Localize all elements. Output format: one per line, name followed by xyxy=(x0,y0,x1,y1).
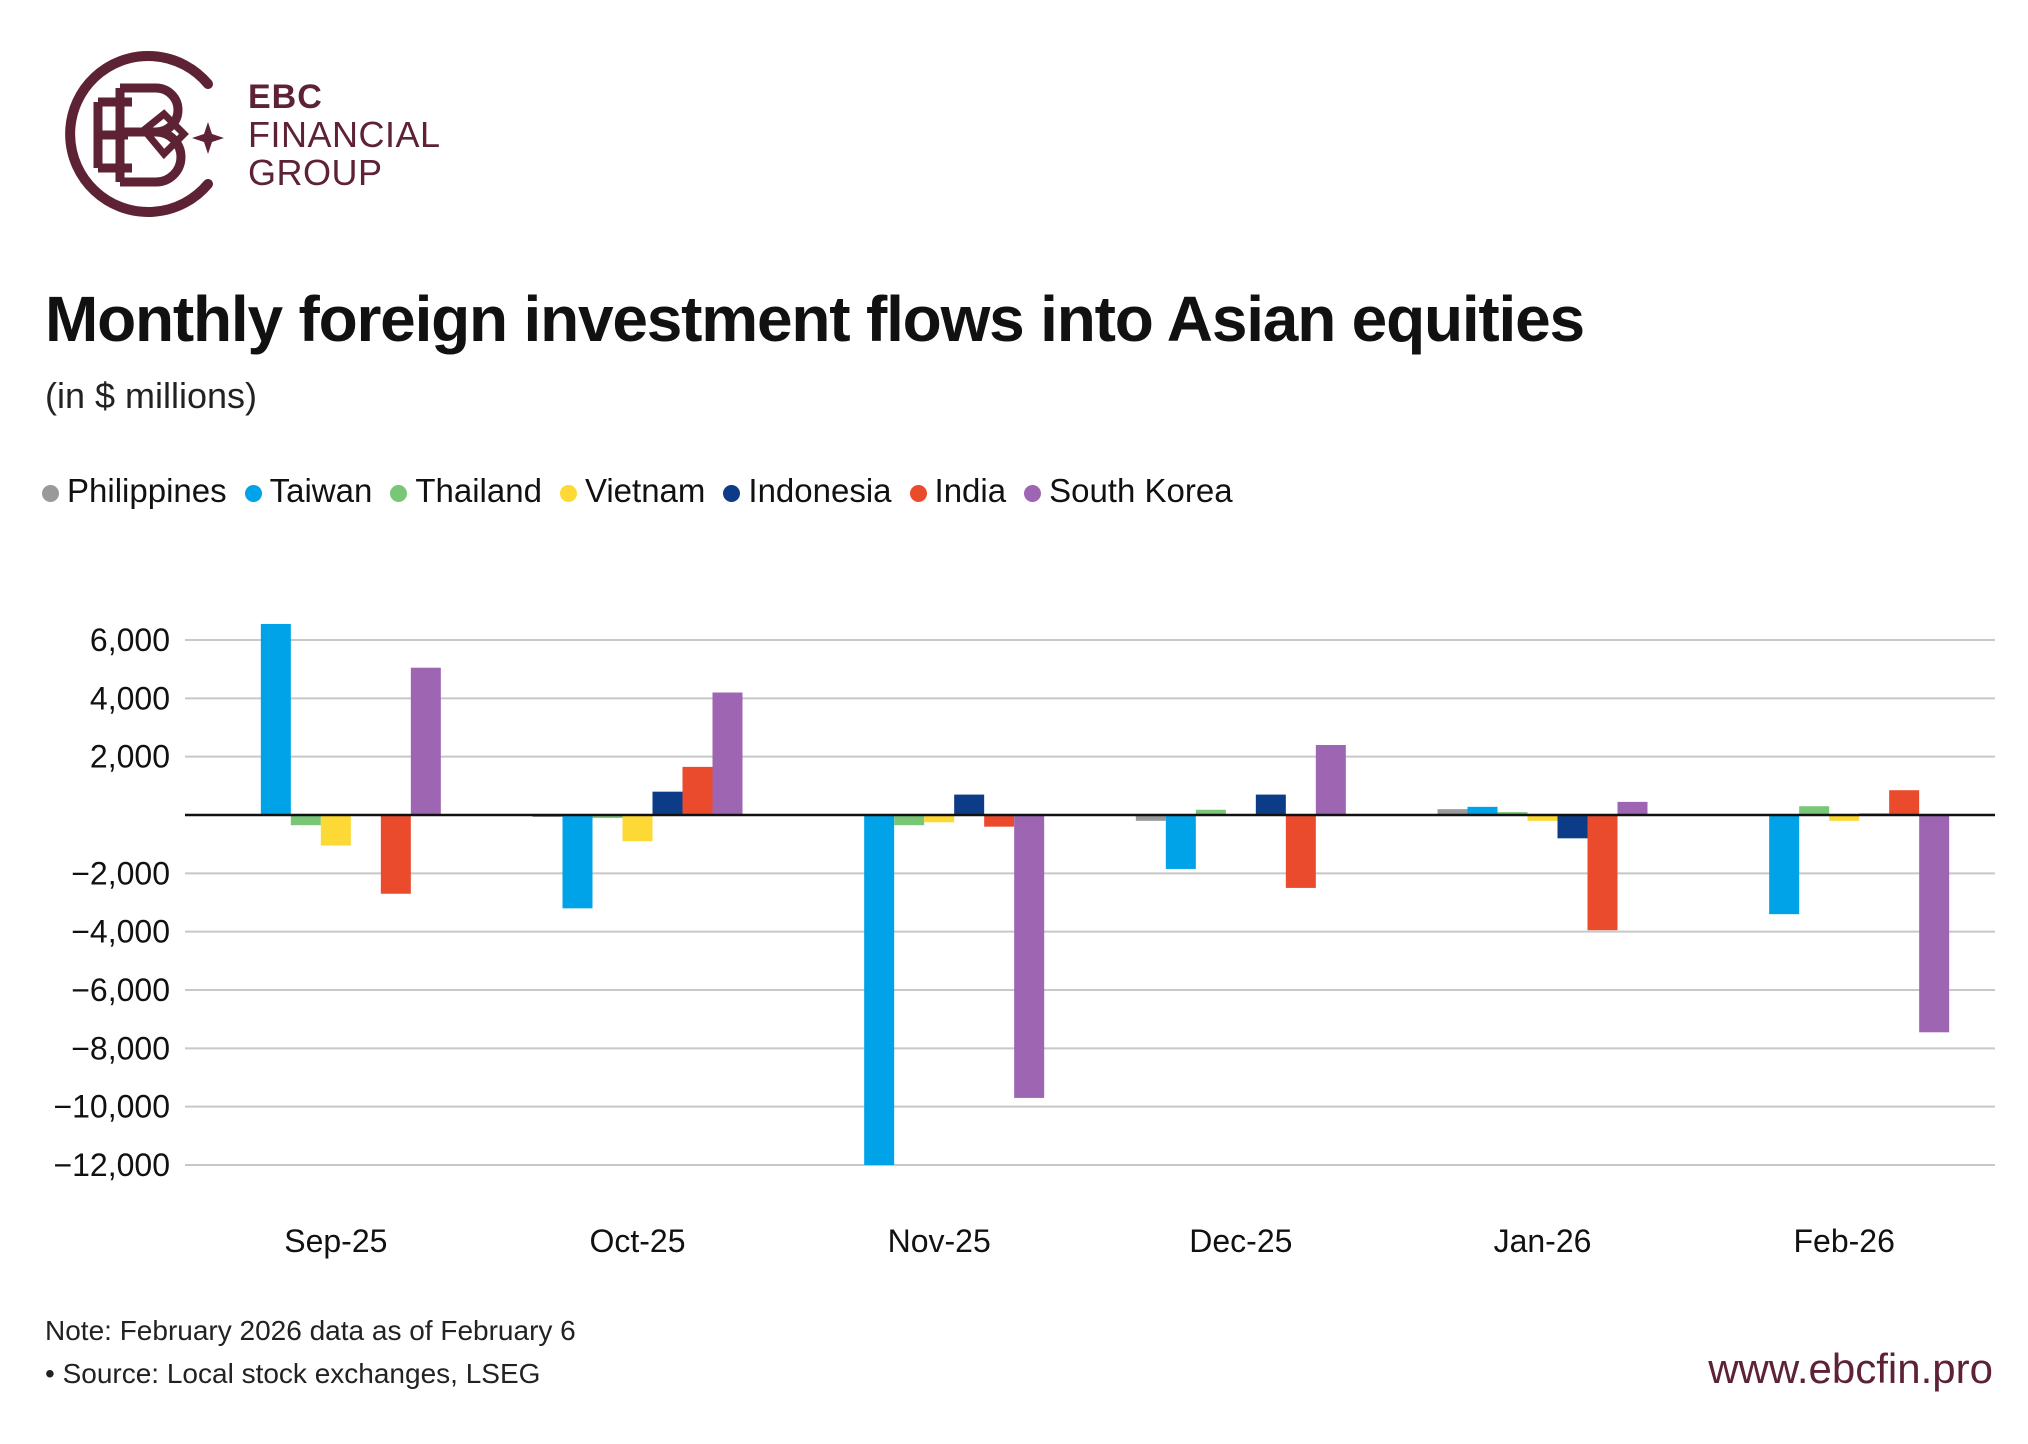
bar-india xyxy=(1889,790,1920,815)
bar-thailand xyxy=(592,815,623,818)
bar-chart: 6,000 4,000 2,000 −2,000 −4,000 −6,000 −8,000 −… xyxy=(53,622,1995,1259)
bar-taiwan xyxy=(1769,815,1800,915)
legend-swatch xyxy=(723,484,741,502)
y-tick-label: −2,000 xyxy=(71,855,170,891)
legend-swatch xyxy=(1024,484,1042,502)
legend-label: India xyxy=(934,472,1007,509)
y-tick-label: −12,000 xyxy=(53,1147,170,1183)
bar-philippines xyxy=(1437,809,1468,815)
y-tick-label: −6,000 xyxy=(71,972,170,1008)
x-tick-label: Oct-25 xyxy=(589,1223,685,1259)
y-tick-label: −10,000 xyxy=(53,1089,170,1125)
bar-india xyxy=(1285,815,1316,888)
bar-india xyxy=(682,766,713,815)
legend-label: Philippines xyxy=(67,472,227,509)
legend-label: Thailand xyxy=(415,472,542,509)
legend-item: Vietnam xyxy=(559,472,706,510)
x-tick-label: Nov-25 xyxy=(888,1223,991,1259)
legend-swatch xyxy=(244,484,262,502)
bar-india xyxy=(1587,815,1618,931)
legend-swatch xyxy=(390,484,408,502)
bar-philippines xyxy=(1135,815,1166,821)
bar-south-korea xyxy=(712,692,743,815)
y-tick-label: −8,000 xyxy=(71,1030,170,1066)
bar-indonesia xyxy=(1255,794,1286,815)
bar-india xyxy=(984,815,1015,827)
legend-item: India xyxy=(909,472,1007,510)
brand-line-1: EBC xyxy=(248,78,323,116)
bar-south-korea xyxy=(410,667,441,815)
bar-south-korea xyxy=(1919,815,1950,1033)
bar-thailand xyxy=(290,815,321,826)
y-tick-label: 2,000 xyxy=(90,739,170,775)
chart-subtitle: (in $ millions) xyxy=(45,375,258,416)
bar-south-korea xyxy=(1315,745,1346,815)
legend-label: Indonesia xyxy=(748,472,892,509)
brand-line-3: GROUP xyxy=(248,152,383,193)
brand-name: EBC FINANCIAL GROUP xyxy=(248,78,441,192)
bar-india xyxy=(380,815,411,894)
bar-vietnam xyxy=(1829,815,1860,821)
bar-thailand xyxy=(1799,806,1830,815)
legend-label: Vietnam xyxy=(584,472,706,509)
legend-swatch xyxy=(559,484,577,502)
bar-vietnam xyxy=(1527,815,1558,821)
chart-title: Monthly foreign investment flows into As… xyxy=(45,283,1585,355)
bar-taiwan xyxy=(562,815,593,909)
bar-vietnam xyxy=(622,815,653,842)
legend-swatch xyxy=(42,484,59,502)
bar-thailand xyxy=(894,815,925,826)
brand-logo xyxy=(65,51,224,217)
bar-indonesia xyxy=(1557,815,1588,839)
bar-indonesia xyxy=(954,794,985,815)
legend-item: Thailand xyxy=(390,472,542,510)
bar-vietnam xyxy=(924,815,955,823)
bar-vietnam xyxy=(320,815,351,846)
bar-taiwan xyxy=(1467,806,1498,815)
ebc-monogram-icon xyxy=(65,51,224,217)
x-tick-label: Feb-26 xyxy=(1793,1223,1894,1259)
bar-taiwan xyxy=(1165,815,1196,869)
bar-south-korea xyxy=(1617,801,1648,815)
legend-item: Taiwan xyxy=(244,472,373,510)
x-tick-label: Dec-25 xyxy=(1189,1223,1292,1259)
chart-legend: Philippines Taiwan Thailand Vietnam Indonesi… xyxy=(42,472,1251,510)
y-tick-label: −4,000 xyxy=(71,914,170,950)
legend-swatch xyxy=(909,484,927,502)
y-tick-label: 4,000 xyxy=(90,680,170,716)
bar-taiwan xyxy=(260,623,291,815)
brand-line-2: FINANCIAL xyxy=(248,114,441,155)
website-url[interactable]: www.ebcfin.pro xyxy=(1708,1345,1993,1392)
bar-indonesia xyxy=(652,791,683,815)
bar-south-korea xyxy=(1014,815,1045,1098)
bar-thailand xyxy=(1195,809,1226,815)
legend-item: Indonesia xyxy=(723,472,892,510)
x-tick-label: Jan-26 xyxy=(1494,1223,1592,1259)
legend-label: South Korea xyxy=(1049,472,1233,509)
bar-taiwan xyxy=(864,815,895,1165)
legend-item: South Korea xyxy=(1024,472,1233,510)
legend-item: Philippines xyxy=(42,472,227,510)
bar-thailand xyxy=(1497,812,1528,815)
x-tick-label: Sep-25 xyxy=(284,1223,387,1259)
y-tick-label: 6,000 xyxy=(90,622,170,658)
footnote: Note: February 2026 data as of February … xyxy=(45,1315,576,1346)
legend-label: Taiwan xyxy=(269,472,373,509)
source-note: • Source: Local stock exchanges, LSEG xyxy=(45,1358,541,1389)
